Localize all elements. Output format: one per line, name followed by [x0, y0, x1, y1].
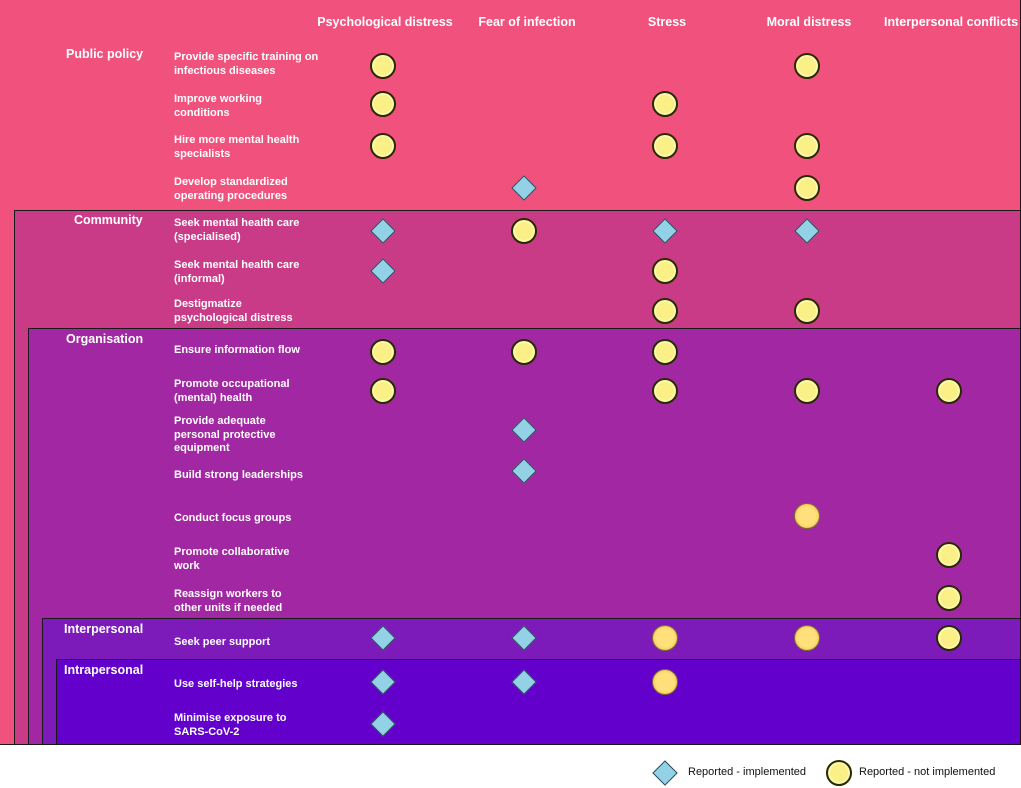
layer-intrapersonal [56, 659, 1021, 745]
not-implemented-circle-icon-moral-distress [794, 175, 820, 201]
strategy-label: Conduct focus groups [174, 512, 292, 524]
not-implemented-circle-icon-stress [652, 298, 678, 324]
not-implemented-circle-icon-psychological-distress [370, 339, 396, 365]
not-implemented-circle-icon-interpersonal-conflicts [936, 625, 962, 651]
not-implemented-circle-icon-fear-of-infection [511, 339, 537, 365]
strategy-label: Ensure information flow [174, 344, 300, 356]
strategy-label: Minimise exposure to SARS-CoV-2 [174, 712, 287, 738]
strategy-label: Destigmatize psychological distress [174, 298, 293, 324]
legend-not-implemented-label: Reported - not implemented [859, 766, 996, 778]
legend-circle-icon [826, 760, 852, 786]
level-label-community: Community [74, 213, 143, 227]
not-implemented-circle-icon-psychological-distress [370, 53, 396, 79]
column-header-fear-of-infection: Fear of infection [478, 15, 576, 29]
strategy-label: Improve working conditions [174, 93, 263, 119]
level-label-intrapersonal: Intrapersonal [64, 663, 144, 677]
strategy-label: Develop standardized operating procedure… [174, 176, 288, 202]
strategy-label: Hire more mental health specialists [174, 134, 300, 160]
not-implemented-circle-icon-psychological-distress [370, 378, 396, 404]
strategy-label: Promote occupational (mental) health [174, 378, 290, 404]
column-header-interpersonal-conflicts: Interpersonal conflicts [883, 15, 1019, 29]
strategy-label: Seek mental health care (specialised) [174, 217, 300, 243]
not-implemented-circle-icon-moral-distress [794, 53, 820, 79]
not-implemented-circle-icon-moral-distress [794, 625, 820, 651]
column-header-moral-distress: Moral distress [766, 15, 852, 29]
level-label-interpersonal: Interpersonal [64, 622, 144, 636]
strategy-label: Use self-help strategies [174, 678, 298, 690]
column-header-psychological-distress: Psychological distress [317, 15, 453, 29]
strategy-label: Build strong leaderships [174, 469, 303, 481]
not-implemented-circle-icon-psychological-distress [370, 91, 396, 117]
legend-implemented-label: Reported - implemented [688, 766, 807, 778]
not-implemented-circle-icon-stress [652, 339, 678, 365]
strategy-label: Provide specific training on infectious … [174, 51, 319, 77]
strategy-label: Seek mental health care (informal) [174, 259, 300, 285]
legend-diamond-icon [652, 760, 678, 786]
column-header-stress: Stress [647, 15, 687, 29]
not-implemented-circle-icon-interpersonal-conflicts [936, 585, 962, 611]
not-implemented-circle-icon-stress [652, 378, 678, 404]
not-implemented-circle-icon-stress [652, 133, 678, 159]
not-implemented-circle-icon-moral-distress [794, 298, 820, 324]
strategy-label: Promote collaborative work [174, 546, 290, 572]
not-implemented-circle-icon-stress [652, 669, 678, 695]
not-implemented-circle-icon-interpersonal-conflicts [936, 378, 962, 404]
level-label-organisation: Organisation [66, 332, 144, 346]
not-implemented-circle-icon-fear-of-infection [511, 218, 537, 244]
not-implemented-circle-icon-moral-distress [794, 503, 820, 529]
not-implemented-circle-icon-stress [652, 625, 678, 651]
level-label-public-policy: Public policy [66, 47, 144, 61]
strategy-label: Reassign workers to other units if neede… [174, 588, 283, 614]
not-implemented-circle-icon-moral-distress [794, 378, 820, 404]
not-implemented-circle-icon-moral-distress [794, 133, 820, 159]
not-implemented-circle-icon-stress [652, 258, 678, 284]
not-implemented-circle-icon-stress [652, 91, 678, 117]
not-implemented-circle-icon-interpersonal-conflicts [936, 542, 962, 568]
strategy-label: Provide adequate personal protective equ… [174, 415, 276, 454]
strategy-label: Seek peer support [174, 636, 270, 648]
not-implemented-circle-icon-psychological-distress [370, 133, 396, 159]
